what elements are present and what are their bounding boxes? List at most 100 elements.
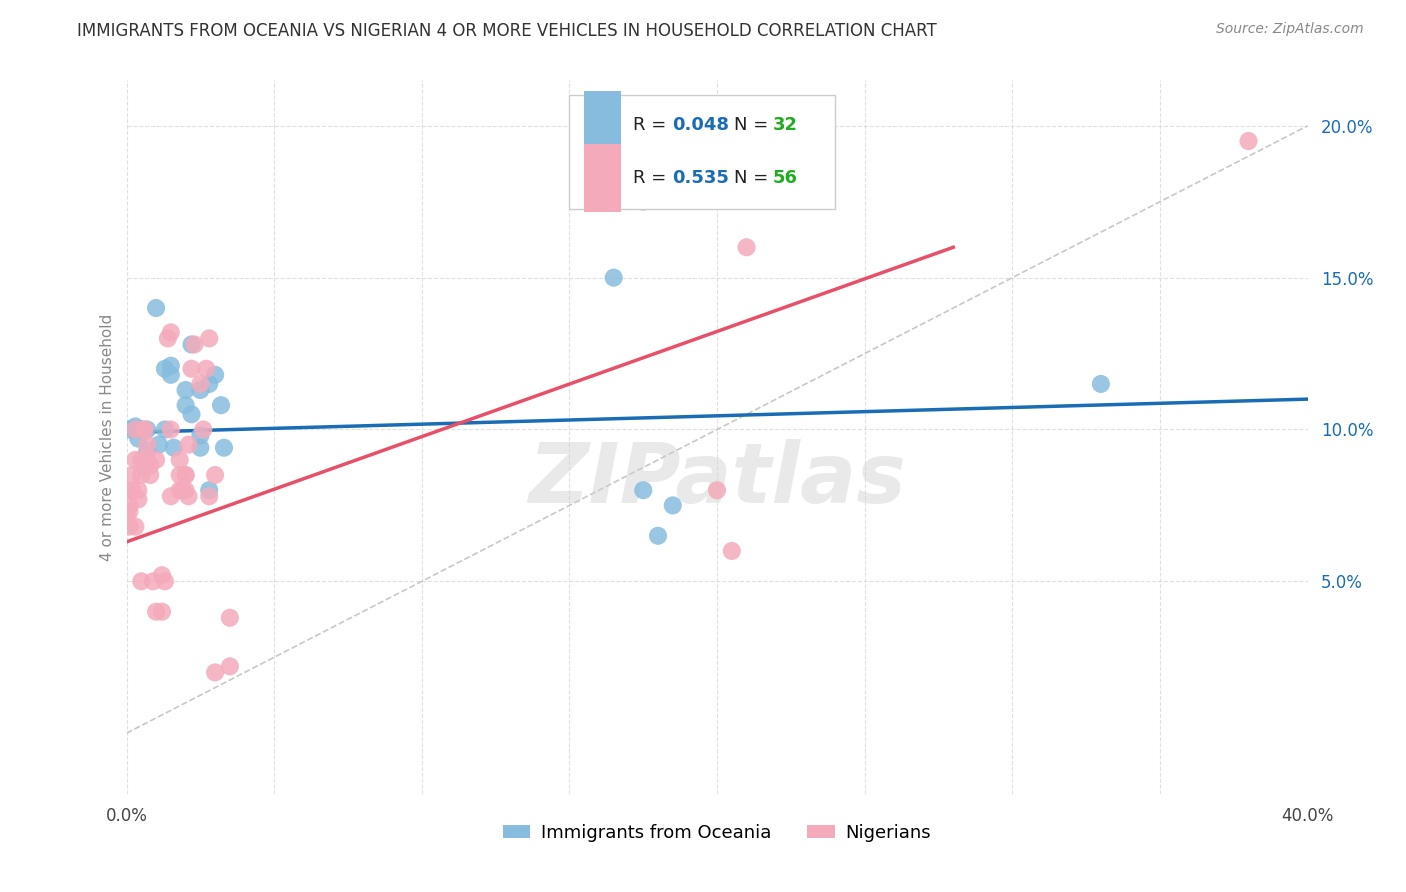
Point <box>174 468 197 483</box>
Point <box>136 453 159 467</box>
Text: 0.535: 0.535 <box>672 169 730 187</box>
Text: R =: R = <box>633 116 672 135</box>
Point <box>127 432 149 446</box>
Point <box>139 468 162 483</box>
Point <box>150 605 173 619</box>
Point <box>121 483 143 498</box>
Bar <box>583 144 621 211</box>
Point <box>177 489 200 503</box>
Point <box>172 483 194 498</box>
Point <box>145 605 167 619</box>
Point <box>136 422 159 436</box>
Point <box>198 489 221 503</box>
FancyBboxPatch shape <box>569 95 835 209</box>
Point <box>720 544 742 558</box>
Point <box>169 453 191 467</box>
Point <box>124 422 146 436</box>
Point <box>180 337 202 351</box>
Point <box>156 331 179 345</box>
Text: R =: R = <box>633 169 672 187</box>
Point <box>153 422 176 436</box>
Text: Source: ZipAtlas.com: Source: ZipAtlas.com <box>1216 22 1364 37</box>
Point <box>160 368 183 382</box>
Point <box>198 483 221 498</box>
Point <box>204 468 226 483</box>
Point <box>180 361 202 376</box>
Point <box>180 407 202 421</box>
Point <box>1237 134 1260 148</box>
Point <box>129 574 153 589</box>
Y-axis label: 4 or more Vehicles in Household: 4 or more Vehicles in Household <box>100 313 115 561</box>
Text: 56: 56 <box>772 169 797 187</box>
Point <box>169 483 191 498</box>
Text: ZIPatlas: ZIPatlas <box>529 440 905 520</box>
Point <box>169 468 191 483</box>
Point <box>129 468 153 483</box>
Point <box>148 438 170 452</box>
Point <box>174 398 197 412</box>
Point <box>212 441 235 455</box>
Point <box>134 422 156 436</box>
Text: 32: 32 <box>772 116 797 135</box>
Point <box>118 422 141 436</box>
Point <box>204 368 226 382</box>
Point <box>633 194 655 209</box>
Point <box>188 428 212 442</box>
Point <box>204 665 226 680</box>
Point <box>145 301 167 315</box>
Point <box>145 453 167 467</box>
Point <box>118 504 141 518</box>
Point <box>647 529 669 543</box>
Point <box>177 438 200 452</box>
Text: IMMIGRANTS FROM OCEANIA VS NIGERIAN 4 OR MORE VEHICLES IN HOUSEHOLD CORRELATION : IMMIGRANTS FROM OCEANIA VS NIGERIAN 4 OR… <box>77 22 936 40</box>
Point <box>198 331 221 345</box>
Point <box>633 483 655 498</box>
Point <box>142 574 165 589</box>
Text: N =: N = <box>734 116 773 135</box>
Point <box>115 483 138 498</box>
Point <box>195 361 218 376</box>
Point <box>188 376 212 391</box>
Point <box>124 453 146 467</box>
Point <box>129 453 153 467</box>
Point <box>706 483 728 498</box>
Point <box>134 458 156 473</box>
Point <box>136 443 159 458</box>
Point <box>219 659 242 673</box>
Point <box>160 359 183 373</box>
Point <box>198 376 221 391</box>
Point <box>160 422 183 436</box>
Text: N =: N = <box>734 169 773 187</box>
Point <box>209 398 232 412</box>
Point <box>163 441 186 455</box>
Point <box>174 468 197 483</box>
Point <box>124 419 146 434</box>
Point <box>139 458 162 473</box>
Point <box>188 383 212 397</box>
Point <box>188 441 212 455</box>
Point <box>150 568 173 582</box>
Point <box>118 519 141 533</box>
Point <box>129 422 153 436</box>
Point <box>160 326 183 340</box>
Point <box>1090 376 1112 391</box>
Point <box>662 499 685 513</box>
Bar <box>583 92 621 160</box>
Point <box>603 270 626 285</box>
Point <box>153 361 176 376</box>
Point <box>193 422 215 436</box>
Point <box>174 383 197 397</box>
Point <box>136 438 159 452</box>
Point <box>153 574 176 589</box>
Point <box>134 422 156 436</box>
Point <box>735 240 758 254</box>
Point <box>121 468 143 483</box>
Point <box>124 519 146 533</box>
Text: 0.048: 0.048 <box>672 116 730 135</box>
Point <box>183 337 205 351</box>
Point <box>115 508 138 522</box>
Point <box>127 483 149 498</box>
Point <box>127 492 149 507</box>
Point <box>219 611 242 625</box>
Point <box>160 489 183 503</box>
